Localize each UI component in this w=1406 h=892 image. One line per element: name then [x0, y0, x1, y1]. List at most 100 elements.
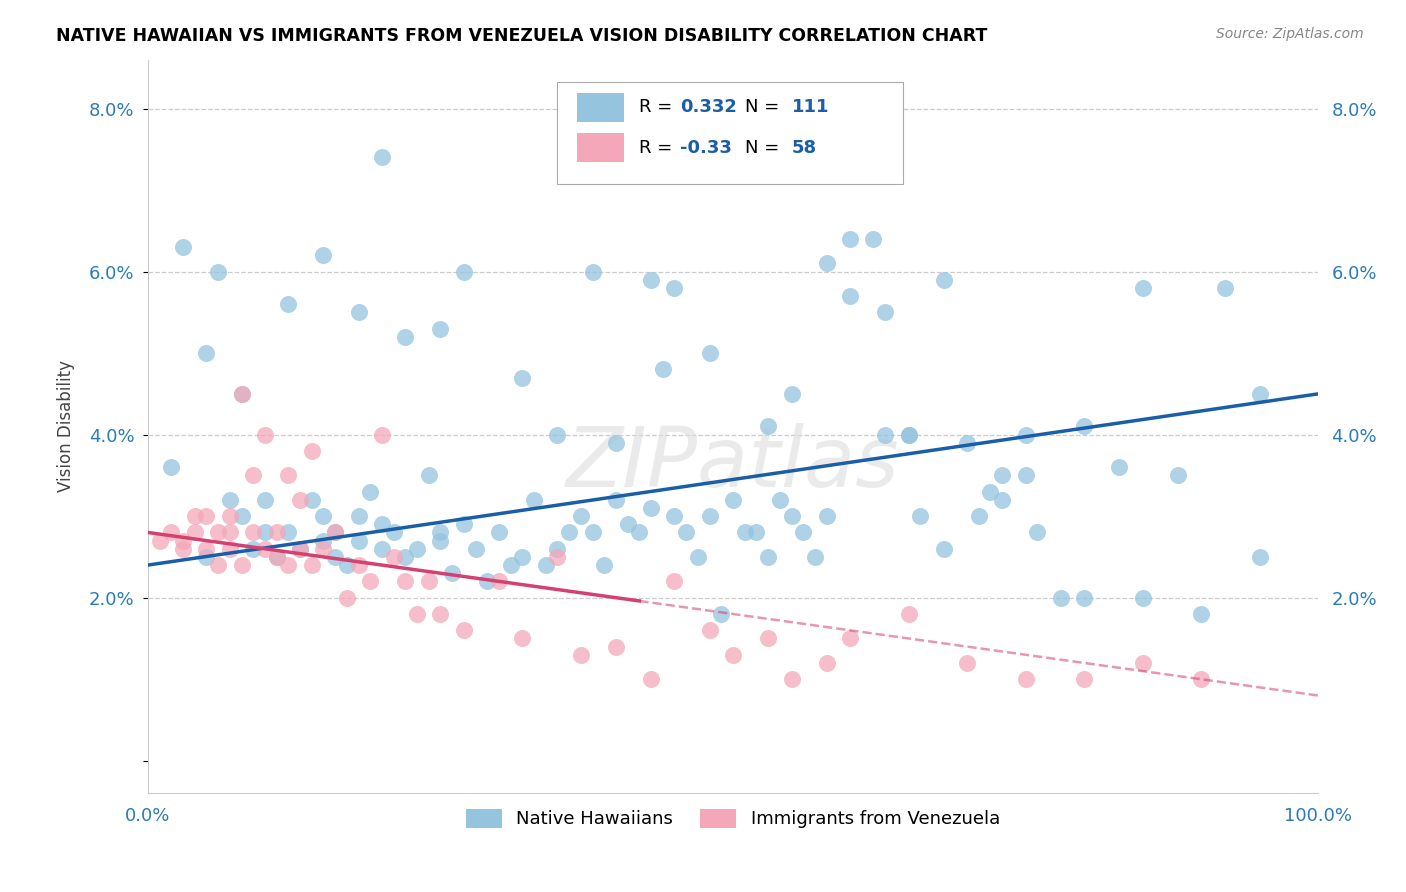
- Point: [581, 264, 603, 278]
- Point: [288, 541, 311, 556]
- Point: [897, 427, 920, 442]
- Point: [231, 509, 253, 524]
- Point: [312, 533, 335, 548]
- Point: [195, 346, 218, 360]
- Point: [231, 387, 253, 401]
- Point: [780, 672, 803, 686]
- Point: [897, 607, 920, 621]
- Point: [149, 533, 172, 548]
- Point: [406, 607, 429, 621]
- Point: [371, 427, 394, 442]
- Point: [523, 492, 546, 507]
- Point: [756, 419, 779, 434]
- Point: [301, 492, 323, 507]
- Point: [242, 468, 264, 483]
- Point: [195, 509, 218, 524]
- Point: [253, 492, 276, 507]
- Point: [512, 370, 534, 384]
- Point: [382, 525, 405, 540]
- Point: [721, 492, 744, 507]
- Point: [664, 509, 686, 524]
- Point: [616, 517, 638, 532]
- Point: [277, 558, 299, 572]
- Point: [651, 362, 673, 376]
- Point: [1014, 427, 1036, 442]
- Point: [429, 321, 451, 335]
- Point: [956, 656, 979, 670]
- Point: [453, 624, 475, 638]
- Point: [839, 632, 862, 646]
- Point: [312, 541, 335, 556]
- Point: [756, 549, 779, 564]
- Point: [382, 549, 405, 564]
- Point: [160, 460, 183, 475]
- Point: [804, 549, 827, 564]
- Point: [301, 444, 323, 458]
- Point: [253, 427, 276, 442]
- Point: [1249, 387, 1271, 401]
- Point: [336, 591, 359, 605]
- Point: [839, 289, 862, 303]
- Point: [721, 648, 744, 662]
- Point: [932, 273, 955, 287]
- Point: [429, 533, 451, 548]
- Point: [640, 672, 662, 686]
- Point: [699, 346, 721, 360]
- Point: [675, 525, 697, 540]
- Point: [875, 427, 897, 442]
- Point: [418, 468, 440, 483]
- Point: [288, 541, 311, 556]
- Point: [464, 541, 486, 556]
- Point: [488, 525, 510, 540]
- Point: [323, 525, 346, 540]
- Point: [569, 648, 592, 662]
- Point: [394, 330, 416, 344]
- Point: [1108, 460, 1130, 475]
- Point: [1132, 281, 1154, 295]
- Point: [172, 533, 194, 548]
- Point: [195, 541, 218, 556]
- Point: [207, 264, 229, 278]
- Point: [323, 525, 346, 540]
- Point: [312, 248, 335, 262]
- Point: [277, 468, 299, 483]
- Point: [664, 281, 686, 295]
- Point: [769, 492, 792, 507]
- Point: [347, 558, 370, 572]
- Point: [195, 549, 218, 564]
- Point: [371, 517, 394, 532]
- Point: [231, 558, 253, 572]
- Point: [277, 297, 299, 311]
- FancyBboxPatch shape: [557, 81, 903, 185]
- Point: [839, 232, 862, 246]
- Text: ZIPatlas: ZIPatlas: [567, 423, 900, 504]
- Point: [172, 541, 194, 556]
- Point: [172, 240, 194, 254]
- Point: [512, 549, 534, 564]
- Point: [875, 305, 897, 319]
- Point: [686, 549, 709, 564]
- Point: [640, 501, 662, 516]
- Point: [266, 549, 288, 564]
- Point: [359, 574, 381, 589]
- Point: [371, 150, 394, 164]
- Point: [1189, 672, 1212, 686]
- Point: [546, 549, 568, 564]
- Point: [605, 435, 627, 450]
- Point: [323, 549, 346, 564]
- Point: [347, 305, 370, 319]
- Point: [1132, 656, 1154, 670]
- Text: 0.332: 0.332: [681, 98, 737, 116]
- Point: [956, 435, 979, 450]
- Point: [1073, 419, 1095, 434]
- Point: [453, 517, 475, 532]
- Point: [991, 492, 1014, 507]
- Point: [336, 558, 359, 572]
- Text: R =: R =: [640, 98, 678, 116]
- Point: [710, 607, 733, 621]
- Legend: Native Hawaiians, Immigrants from Venezuela: Native Hawaiians, Immigrants from Venezu…: [458, 802, 1007, 836]
- Point: [441, 566, 464, 581]
- Point: [699, 509, 721, 524]
- Point: [512, 632, 534, 646]
- Point: [605, 492, 627, 507]
